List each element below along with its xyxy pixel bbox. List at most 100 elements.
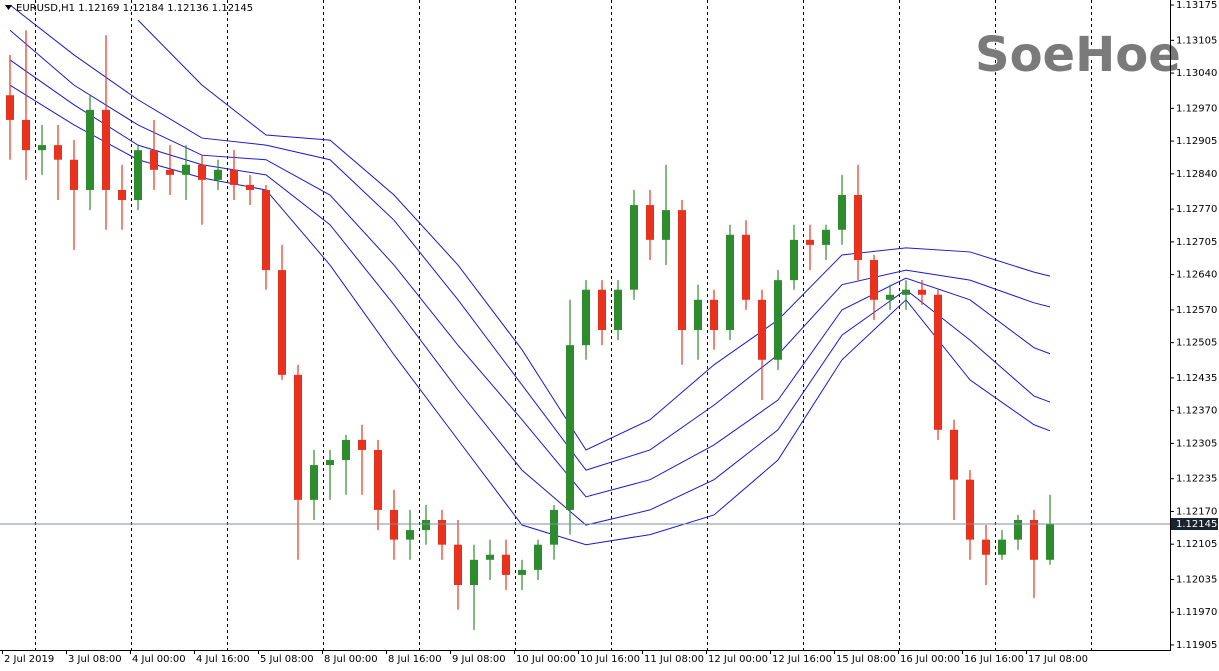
candle-body (454, 544, 462, 585)
band-line (9, 59, 1051, 526)
y-tick-label: 1.13175 (1176, 0, 1217, 11)
band-line (137, 19, 1051, 451)
x-tick-label: 8 Jul 00:00 (324, 654, 378, 665)
candle-body (598, 289, 606, 331)
y-tick-label: 1.12035 (1176, 574, 1217, 585)
candle-body (422, 520, 430, 531)
y-tick-label: 1.12705 (1176, 237, 1217, 248)
candle-body (774, 280, 782, 360)
candle-body (358, 439, 366, 450)
x-tick-label: 2 Jul 2019 (4, 654, 54, 665)
candle-body (742, 234, 750, 300)
y-tick-label: 1.12435 (1176, 373, 1217, 384)
candle-body (502, 554, 510, 575)
period-separators (35, 0, 1092, 650)
y-tick-label: 1.12970 (1176, 103, 1217, 114)
symbol-menu-arrow[interactable] (5, 5, 12, 10)
candle-body (214, 169, 222, 180)
candle-body (438, 520, 446, 545)
candle-body (518, 569, 526, 575)
band-line (9, 4, 1051, 471)
y-tick-label: 1.12640 (1176, 270, 1217, 281)
candle-body (1030, 520, 1038, 560)
x-tick-label: 17 Jul 08:00 (1028, 654, 1088, 665)
candle-body (694, 299, 702, 331)
y-tick-label: 1.11970 (1176, 607, 1217, 618)
candle-body (102, 109, 110, 190)
x-tick-label: 9 Jul 08:00 (452, 654, 506, 665)
candle-body (614, 289, 622, 331)
x-tick-label: 15 Jul 08:00 (836, 654, 896, 665)
x-tick-label: 10 Jul 16:00 (580, 654, 640, 665)
candle-body (934, 294, 942, 430)
candle-body (630, 205, 638, 290)
candle-body (854, 195, 862, 260)
y-tick-label: 1.11905 (1176, 640, 1217, 651)
candle-body (22, 119, 30, 151)
candle-body (118, 189, 126, 201)
candle-body (678, 210, 686, 331)
y-tick-label: 1.12105 (1176, 539, 1217, 550)
x-tick-label: 12 Jul 00:00 (708, 654, 768, 665)
y-tick-label: 1.12905 (1176, 136, 1217, 147)
candle-body (886, 294, 894, 300)
candle-body (390, 509, 398, 540)
candle-body (486, 554, 494, 560)
candle-body (998, 539, 1006, 555)
y-tick-label: 1.12370 (1176, 406, 1217, 417)
candle-body (54, 145, 62, 160)
watermark: SoeHoe (975, 27, 1181, 83)
candle-body (806, 239, 814, 245)
x-tick-label: 3 Jul 08:00 (68, 654, 122, 665)
y-tick-label: 1.12570 (1176, 305, 1217, 316)
current-price-label: 1.12145 (1176, 519, 1217, 530)
candle-body (182, 164, 190, 175)
candle-body (326, 460, 334, 466)
candle-body (534, 544, 542, 570)
candle-body (982, 539, 990, 555)
candle-body (950, 429, 958, 480)
candle-body (566, 345, 574, 510)
candle-body (6, 95, 14, 120)
candle-body (550, 509, 558, 545)
candle-body (838, 195, 846, 230)
candle-body (1014, 520, 1022, 540)
y-tick-label: 1.12170 (1176, 506, 1217, 517)
x-tick-label: 8 Jul 16:00 (388, 654, 442, 665)
candle-body (582, 289, 590, 346)
candle-body (230, 169, 238, 185)
candle-body (134, 150, 142, 201)
candle-body (262, 189, 270, 271)
candle-body (646, 205, 654, 240)
candle-body (310, 465, 318, 500)
candle-body (662, 210, 670, 240)
candle-body (342, 439, 350, 461)
x-tick-label: 16 Jul 16:00 (964, 654, 1024, 665)
candle-body (1046, 524, 1054, 560)
candle-body (166, 169, 174, 175)
y-tick-label: 1.12505 (1176, 338, 1217, 349)
candle-body (758, 299, 766, 360)
candle-body (278, 270, 286, 375)
candle-body (726, 234, 734, 331)
x-tick-label: 12 Jul 16:00 (772, 654, 832, 665)
candle-body (918, 289, 926, 295)
candle-body (902, 289, 910, 295)
candle-body (374, 449, 382, 510)
candle-body (246, 184, 254, 190)
candle-body (150, 150, 158, 170)
x-tick-label: 16 Jul 00:00 (900, 654, 960, 665)
candle-body (822, 229, 830, 245)
current-price-box (1171, 518, 1218, 531)
candle-body (294, 374, 302, 500)
candle-body (870, 260, 878, 300)
candle-body (406, 530, 414, 540)
candle-body (38, 145, 46, 151)
candle-body (86, 109, 94, 190)
candle-body (198, 164, 206, 180)
y-tick-label: 1.12770 (1176, 204, 1217, 215)
y-tick-label: 1.13105 (1176, 35, 1217, 46)
